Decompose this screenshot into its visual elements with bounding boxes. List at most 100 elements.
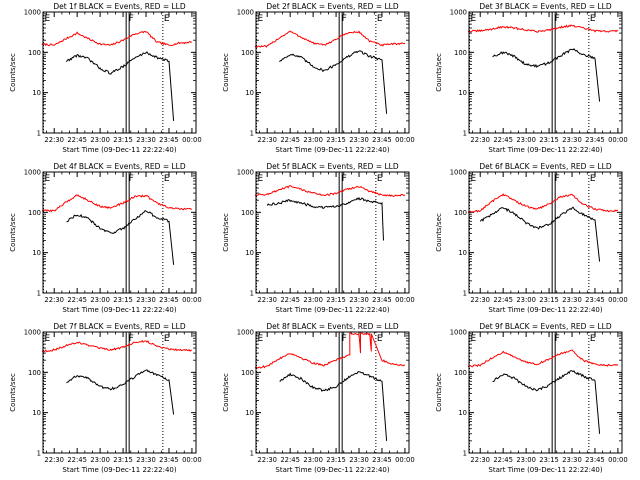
y-tick-label: 10 — [32, 89, 41, 97]
x-tick-label: 23:30 — [136, 456, 156, 464]
x-axis-label: Start Time (09-Dec-11 22:22:40) — [275, 146, 389, 154]
y-tick-label: 100 — [28, 369, 41, 377]
flag-label: F — [342, 334, 347, 344]
x-tick-label: 23:45 — [372, 296, 392, 304]
y-axis-label: Counts/sec — [435, 373, 443, 412]
x-tick-label: 22:30 — [44, 296, 64, 304]
x-tick-label: 23:45 — [585, 296, 605, 304]
panel-title: Det 2f BLACK = Events, RED = LLD — [266, 2, 399, 11]
y-tick-label: 1 — [463, 130, 467, 138]
x-tick-label: 00:00 — [608, 136, 628, 144]
x-tick-label: 00:00 — [608, 456, 628, 464]
y-tick-label: 10 — [458, 89, 467, 97]
x-tick-label: 22:45 — [67, 136, 87, 144]
flag-label: E — [45, 174, 51, 184]
lld-series-line — [41, 339, 192, 353]
x-tick-label: 23:00 — [516, 456, 536, 464]
x-tick-label: 23:15 — [113, 456, 133, 464]
x-tick-label: 23:15 — [326, 296, 346, 304]
y-tick-label: 1000 — [24, 169, 41, 177]
flag-label: F — [129, 14, 134, 24]
detector-panel: Det 5f BLACK = Events, RED = LLD Counts/s… — [222, 162, 415, 314]
lld-series-line — [254, 332, 406, 369]
lld-series-line — [467, 193, 619, 213]
x-tick-label: 22:30 — [257, 136, 277, 144]
plot-frame — [42, 171, 197, 294]
detector-panel: Det 9f BLACK = Events, RED = LLD Counts/s… — [435, 322, 628, 474]
y-axis-label: Counts/sec — [222, 373, 230, 412]
x-tick-label: 23:30 — [136, 136, 156, 144]
x-tick-label: 00:00 — [395, 136, 415, 144]
x-tick-label: 23:30 — [562, 296, 582, 304]
y-tick-label: 10 — [245, 249, 254, 257]
x-tick-label: 23:15 — [539, 296, 559, 304]
flag-label: E — [377, 334, 383, 344]
y-tick-label: 100 — [241, 49, 254, 57]
x-tick-label: 22:45 — [280, 296, 300, 304]
y-tick-label: 10 — [245, 89, 254, 97]
x-axis-label: Start Time (09-Dec-11 22:22:40) — [488, 306, 602, 314]
y-tick-label: 1000 — [450, 329, 467, 337]
events-series-line — [66, 209, 175, 265]
flag-label: E — [164, 14, 170, 24]
flag-label: F — [555, 334, 560, 344]
panel-title: Det 9f BLACK = Events, RED = LLD — [479, 322, 612, 331]
y-axis-label: Counts/sec — [222, 213, 230, 252]
x-tick-label: 22:30 — [257, 456, 277, 464]
events-series-line — [492, 48, 601, 102]
y-tick-label: 100 — [28, 209, 41, 217]
plot-frame — [42, 11, 197, 134]
flag-label: F — [555, 174, 560, 184]
flag-label: E — [590, 14, 596, 24]
x-tick-label: 00:00 — [395, 456, 415, 464]
plot-frame — [42, 331, 197, 454]
y-tick-label: 10 — [458, 249, 467, 257]
x-tick-label: 23:00 — [90, 136, 110, 144]
detector-panel: Det 4f BLACK = Events, RED = LLD Counts/s… — [9, 162, 202, 314]
detector-panel: Det 8f BLACK = Events, RED = LLD Counts/s… — [222, 322, 415, 474]
x-tick-label: 23:00 — [303, 456, 323, 464]
y-tick-label: 1 — [463, 290, 467, 298]
x-tick-label: 23:00 — [90, 296, 110, 304]
y-tick-label: 1 — [250, 450, 254, 458]
y-tick-label: 1 — [37, 450, 41, 458]
y-tick-label: 1000 — [24, 329, 41, 337]
y-tick-label: 10 — [245, 409, 254, 417]
x-tick-label: 22:45 — [493, 296, 513, 304]
x-tick-label: 23:15 — [539, 456, 559, 464]
flag-label: E — [258, 14, 264, 24]
panel-title: Det 4f BLACK = Events, RED = LLD — [53, 162, 186, 171]
lld-series-line — [467, 24, 619, 33]
y-tick-label: 100 — [28, 49, 41, 57]
y-axis-label: Counts/sec — [435, 213, 443, 252]
x-axis-label: Start Time (09-Dec-11 22:22:40) — [62, 306, 176, 314]
detector-panel: Det 1f BLACK = Events, RED = LLD Counts/s… — [9, 2, 202, 154]
x-axis-label: Start Time (09-Dec-11 22:22:40) — [275, 466, 389, 474]
flag-label: E — [164, 334, 170, 344]
panel-title: Det 8f BLACK = Events, RED = LLD — [266, 322, 399, 331]
events-series-line — [66, 51, 175, 121]
x-tick-label: 22:45 — [493, 136, 513, 144]
x-tick-label: 22:30 — [470, 136, 490, 144]
lld-series-line — [254, 30, 406, 49]
y-tick-label: 100 — [454, 49, 467, 57]
x-tick-label: 22:30 — [44, 456, 64, 464]
x-axis-label: Start Time (09-Dec-11 22:22:40) — [275, 306, 389, 314]
flag-label: E — [45, 14, 51, 24]
events-series-line — [279, 50, 388, 114]
x-axis-label: Start Time (09-Dec-11 22:22:40) — [62, 146, 176, 154]
flag-label: E — [590, 174, 596, 184]
plot-frame — [255, 331, 410, 454]
x-tick-label: 22:30 — [470, 456, 490, 464]
x-tick-label: 23:15 — [326, 456, 346, 464]
detector-panel: Det 2f BLACK = Events, RED = LLD Counts/s… — [222, 2, 415, 154]
x-tick-label: 23:45 — [159, 136, 179, 144]
y-tick-label: 100 — [241, 369, 254, 377]
y-tick-label: 1000 — [450, 9, 467, 17]
x-tick-label: 23:15 — [113, 136, 133, 144]
x-tick-label: 23:00 — [516, 296, 536, 304]
y-axis-label: Counts/sec — [435, 53, 443, 92]
flag-label: F — [129, 334, 134, 344]
panel-title: Det 6f BLACK = Events, RED = LLD — [479, 162, 612, 171]
flag-label: E — [258, 174, 264, 184]
